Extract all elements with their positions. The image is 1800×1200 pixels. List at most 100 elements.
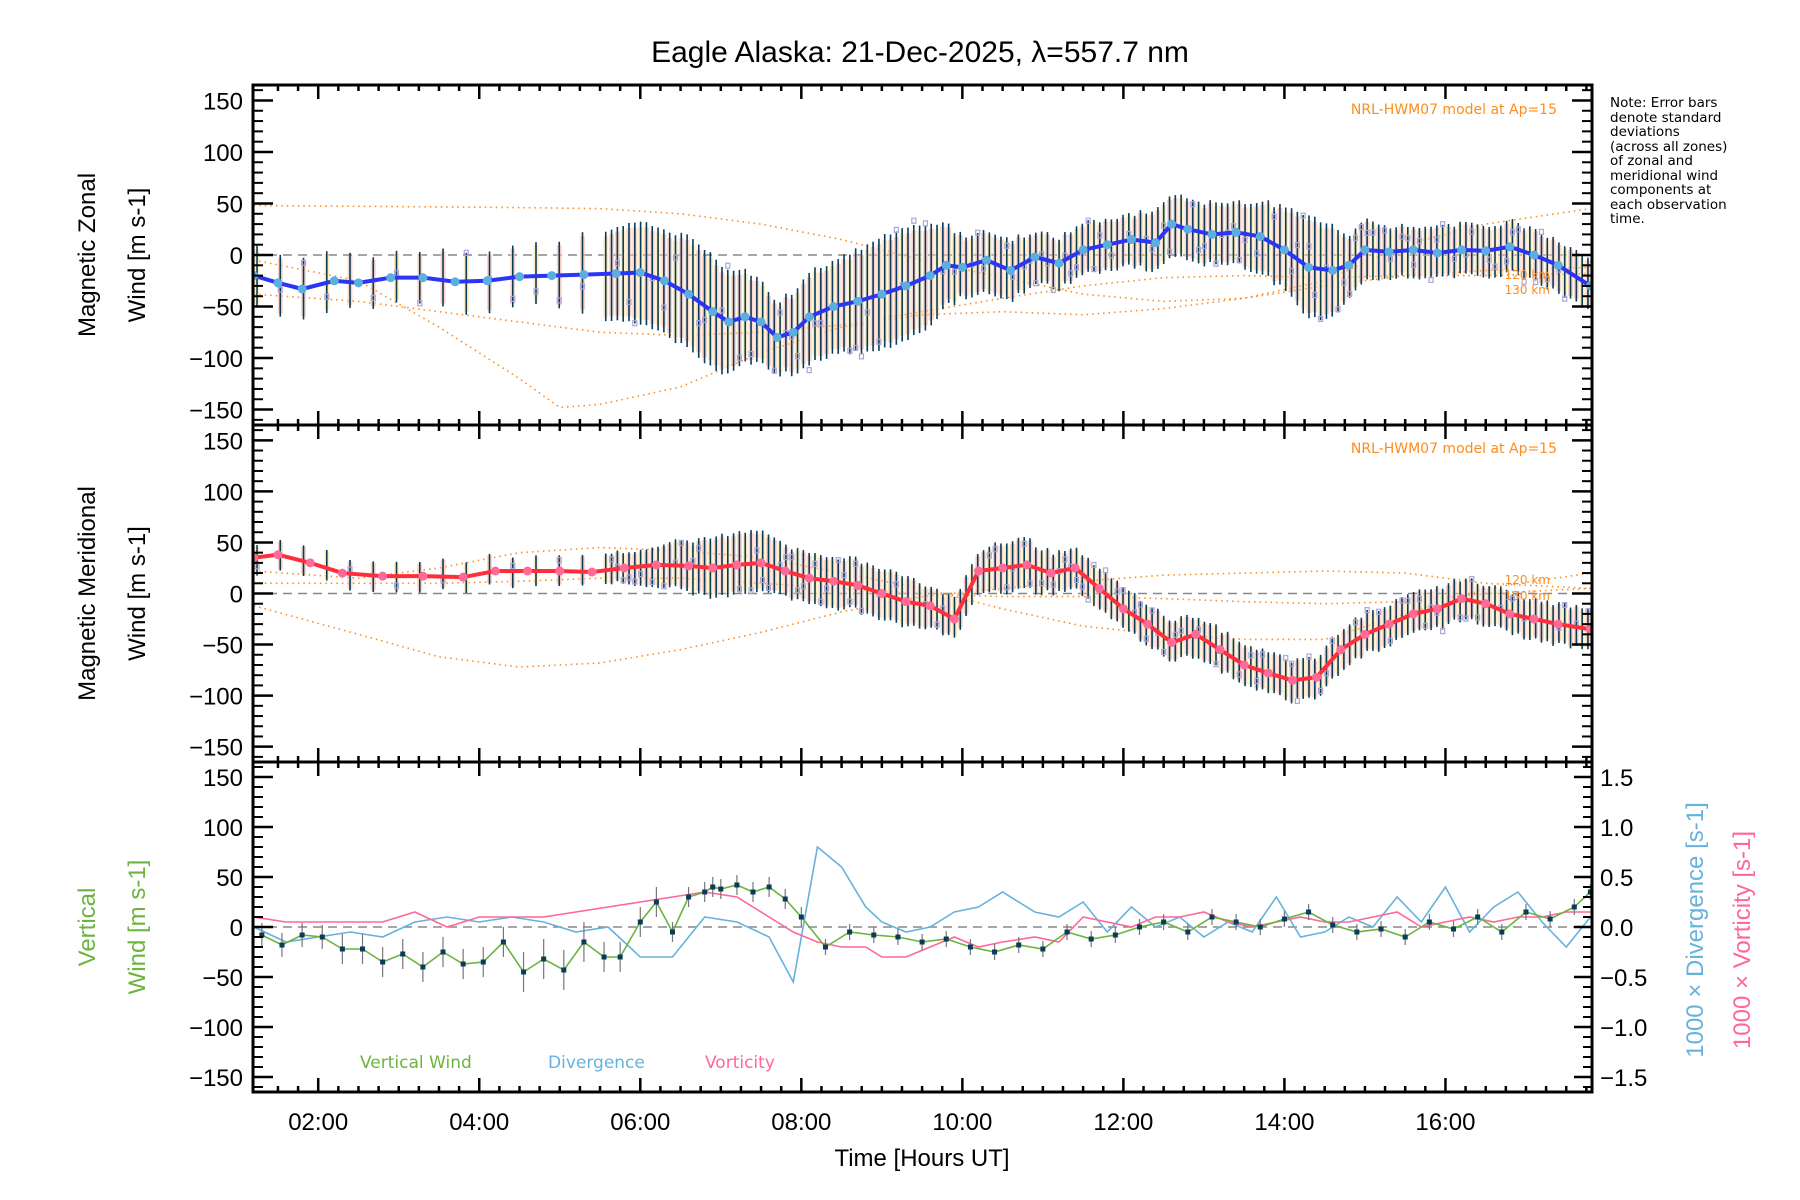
wind-marker xyxy=(772,332,782,342)
y-tick-label: −100 xyxy=(189,1015,243,1042)
wind-marker xyxy=(1207,229,1217,239)
scatter-point xyxy=(1318,315,1324,323)
scatter-point xyxy=(300,259,307,266)
model-annotation: NRL-HWM07 model at Ap=15 xyxy=(1351,102,1557,118)
wind-marker xyxy=(1167,219,1177,229)
scatter-point xyxy=(719,307,725,314)
x-tick-label: 14:00 xyxy=(1254,1109,1314,1136)
scatter-point xyxy=(1370,229,1376,236)
scatter-point xyxy=(1108,252,1114,259)
wind-marker xyxy=(635,268,645,278)
scatter-point xyxy=(1376,608,1382,615)
wind-marker xyxy=(998,563,1008,573)
scatter-point xyxy=(824,585,830,592)
vertical-wind-marker xyxy=(637,919,643,925)
scatter-point xyxy=(812,560,818,567)
scatter-point xyxy=(1271,213,1277,220)
wind-marker xyxy=(378,571,388,581)
wind-marker xyxy=(305,558,315,568)
scatter-point xyxy=(760,576,766,584)
vorticity-line xyxy=(253,891,1591,958)
wind-marker xyxy=(555,566,565,576)
scatter-point xyxy=(1114,588,1120,595)
vertical-wind-marker xyxy=(1136,924,1142,930)
scatter-point xyxy=(1033,280,1039,287)
wind-marker xyxy=(925,271,935,281)
wind-marker xyxy=(804,312,814,322)
scatter-point xyxy=(661,583,667,590)
scatter-point xyxy=(608,556,615,563)
x-tick-label: 12:00 xyxy=(1093,1109,1153,1136)
scatter-point xyxy=(1341,279,1347,286)
wind-marker xyxy=(1432,248,1442,258)
wind-marker xyxy=(708,307,718,317)
model-label-120km: 120 km xyxy=(1505,573,1550,587)
vertical-wind-marker xyxy=(967,944,973,950)
wind-marker xyxy=(1505,609,1515,619)
scatter-point xyxy=(1195,246,1202,254)
wind-marker xyxy=(982,255,992,265)
scatter-point xyxy=(794,587,801,594)
vertical-wind-marker xyxy=(750,889,756,895)
scatter-point xyxy=(812,320,818,327)
scatter-point xyxy=(1073,264,1080,271)
scatter-point xyxy=(324,293,330,300)
y-tick-label: −50 xyxy=(202,965,243,992)
vorticity-axis-label: 1000 × Vorticity [s-1] xyxy=(1729,831,1756,1049)
scatter-point xyxy=(690,557,696,565)
scatter-point xyxy=(1085,596,1091,603)
vertical-wind-marker xyxy=(766,884,772,890)
vertical-wind-marker xyxy=(601,954,607,960)
wind-marker xyxy=(1384,247,1394,257)
note-line: (across all zones) xyxy=(1610,138,1728,155)
scatter-point xyxy=(672,254,679,261)
note-line: each observation xyxy=(1610,196,1727,213)
vertical-wind-marker xyxy=(1016,942,1022,948)
scatter-point xyxy=(1533,278,1539,286)
vertical-wind-marker xyxy=(1523,909,1529,915)
wind-marker xyxy=(1215,645,1225,655)
x-tick-label: 08:00 xyxy=(771,1109,831,1136)
scatter-point xyxy=(1254,250,1260,257)
vertical-wind-marker xyxy=(1040,946,1046,952)
wind-marker xyxy=(1094,583,1104,593)
wind-marker xyxy=(1344,260,1354,270)
wind-marker xyxy=(1078,245,1088,255)
scatter-point xyxy=(1318,687,1324,695)
scatter-point xyxy=(853,344,859,352)
wind-marker xyxy=(1408,245,1418,255)
wind-marker xyxy=(329,276,339,286)
vertical-wind-marker xyxy=(710,884,716,890)
vertical-wind-marker xyxy=(299,932,305,938)
scatter-point xyxy=(1440,221,1446,228)
vertical-wind-marker xyxy=(541,956,547,962)
scatter-point xyxy=(1463,615,1469,622)
scatter-point xyxy=(626,298,632,305)
scatter-point xyxy=(393,582,400,589)
vertical-wind-marker xyxy=(400,951,406,957)
scatter-point xyxy=(1358,223,1364,231)
scatter-point xyxy=(876,338,882,345)
wind-marker xyxy=(925,601,935,611)
vertical-wind-marker xyxy=(561,967,567,973)
model-label-130km: 130 km xyxy=(1505,589,1550,603)
scatter-point xyxy=(1236,257,1242,264)
scatter-point xyxy=(794,353,801,360)
scatter-point xyxy=(847,347,853,354)
vertical-wind-marker xyxy=(1378,926,1384,932)
wind-marker xyxy=(450,277,460,287)
scatter-point xyxy=(1538,228,1545,235)
scatter-point xyxy=(510,295,516,302)
scatter-point xyxy=(1416,595,1423,603)
wind-marker xyxy=(515,272,525,282)
model-label-120km: 120 km xyxy=(1505,268,1550,282)
scatter-point xyxy=(1387,255,1393,262)
vertical-wind-marker xyxy=(581,939,587,945)
wind-marker xyxy=(418,571,428,581)
error-bar-note: Note: Error bars denote standard deviation… xyxy=(1610,96,1790,227)
scatter-point xyxy=(1422,622,1428,629)
wind-marker xyxy=(1457,245,1467,255)
y-axis-label-line1: Vertical xyxy=(74,888,101,967)
wind-marker xyxy=(732,560,742,570)
